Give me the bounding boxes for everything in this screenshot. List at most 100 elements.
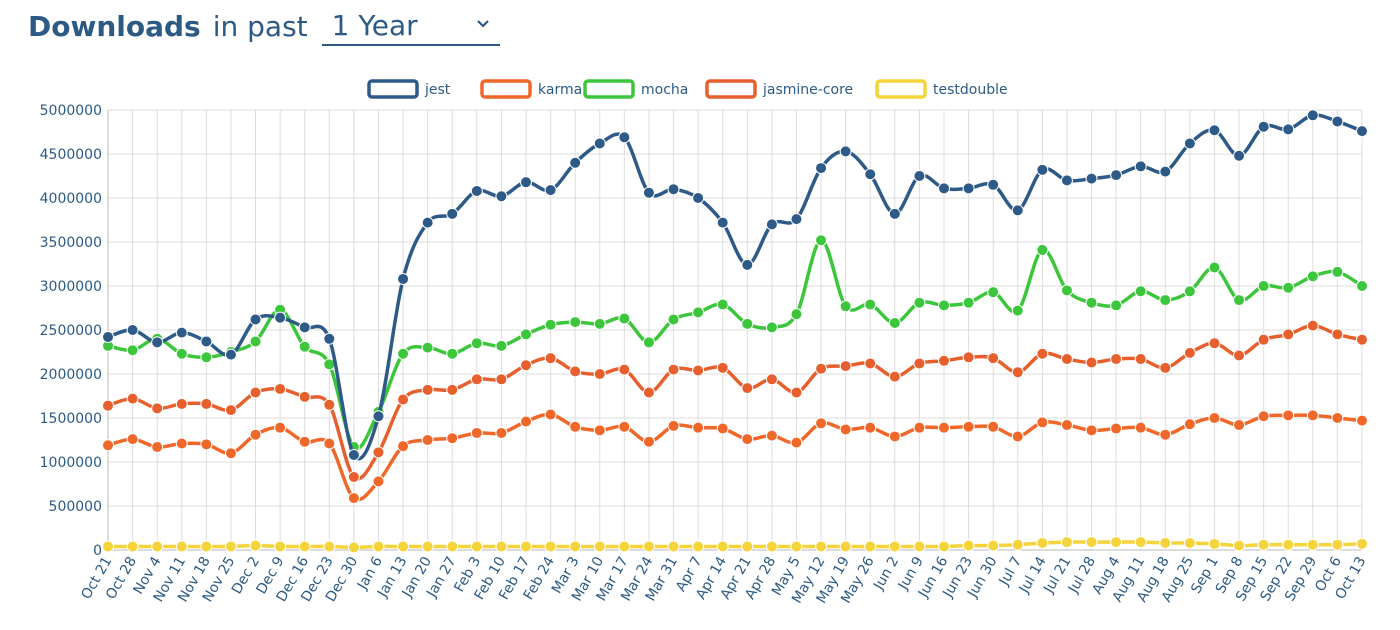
data-point-testdouble[interactable] (249, 539, 262, 552)
data-point-mocha[interactable] (667, 313, 680, 326)
data-point-jest[interactable] (470, 184, 483, 197)
data-point-testdouble[interactable] (520, 540, 532, 553)
data-point-karma[interactable] (126, 433, 139, 446)
data-point-testdouble[interactable] (372, 540, 385, 553)
data-point-jest[interactable] (421, 216, 434, 229)
data-point-testdouble[interactable] (102, 540, 114, 553)
data-point-jest[interactable] (151, 336, 164, 349)
data-point-karma[interactable] (520, 415, 532, 428)
data-point-jest[interactable] (667, 183, 680, 196)
data-point-mocha[interactable] (544, 318, 557, 331)
data-point-testdouble[interactable] (1208, 537, 1221, 550)
data-point-testdouble[interactable] (397, 540, 410, 553)
data-point-jasmine-core[interactable] (1356, 333, 1368, 346)
data-point-jest[interactable] (913, 170, 926, 182)
data-point-jasmine-core[interactable] (1011, 366, 1024, 379)
data-point-karma[interactable] (421, 434, 434, 446)
data-point-jest[interactable] (1183, 137, 1196, 150)
data-point-karma[interactable] (765, 429, 778, 442)
data-point-jasmine-core[interactable] (593, 368, 606, 380)
data-point-jest[interactable] (126, 324, 139, 336)
data-point-jest[interactable] (544, 184, 557, 197)
data-point-testdouble[interactable] (347, 541, 360, 554)
data-point-testdouble[interactable] (421, 540, 434, 553)
data-point-mocha[interactable] (569, 316, 582, 329)
data-point-mocha[interactable] (249, 335, 262, 348)
data-point-jasmine-core[interactable] (1257, 333, 1270, 346)
data-point-testdouble[interactable] (1036, 536, 1049, 549)
data-point-jest[interactable] (1331, 115, 1344, 128)
data-point-mocha[interactable] (200, 351, 213, 364)
data-point-jest[interactable] (446, 207, 459, 220)
data-point-karma[interactable] (446, 432, 459, 445)
data-point-mocha[interactable] (716, 298, 729, 311)
data-point-jasmine-core[interactable] (102, 399, 114, 412)
data-point-mocha[interactable] (888, 316, 901, 329)
data-point-jasmine-core[interactable] (1208, 337, 1221, 350)
data-point-mocha[interactable] (421, 341, 434, 354)
data-point-jest[interactable] (495, 190, 508, 203)
data-point-jest[interactable] (520, 176, 532, 189)
legend-item-jasmine-core[interactable]: jasmine-core (705, 79, 853, 99)
data-point-jasmine-core[interactable] (495, 373, 508, 386)
data-point-karma[interactable] (815, 417, 828, 430)
data-point-jasmine-core[interactable] (569, 365, 582, 378)
data-point-mocha[interactable] (1036, 243, 1049, 256)
data-point-karma[interactable] (1085, 424, 1098, 437)
data-point-testdouble[interactable] (839, 540, 852, 553)
data-point-karma[interactable] (274, 421, 287, 434)
data-point-jest[interactable] (224, 348, 237, 361)
data-point-mocha[interactable] (765, 321, 778, 334)
data-point-jasmine-core[interactable] (347, 470, 360, 483)
data-point-jasmine-core[interactable] (224, 404, 237, 417)
data-point-jest[interactable] (1306, 109, 1319, 122)
data-point-mocha[interactable] (938, 299, 950, 312)
data-point-karma[interactable] (347, 492, 360, 505)
data-point-jasmine-core[interactable] (1060, 353, 1073, 366)
data-point-mocha[interactable] (520, 328, 532, 341)
data-point-jest[interactable] (372, 410, 385, 423)
data-point-testdouble[interactable] (987, 539, 1000, 552)
data-point-karma[interactable] (987, 420, 1000, 433)
data-point-jest[interactable] (864, 168, 877, 181)
data-point-karma[interactable] (200, 438, 213, 451)
data-point-karma[interactable] (151, 441, 164, 454)
data-point-jest[interactable] (569, 156, 582, 169)
data-point-karma[interactable] (249, 428, 262, 441)
data-point-mocha[interactable] (126, 344, 139, 357)
data-point-karma[interactable] (962, 420, 975, 433)
data-point-jest[interactable] (397, 272, 410, 285)
data-point-testdouble[interactable] (1110, 536, 1123, 549)
data-point-testdouble[interactable] (1183, 536, 1196, 549)
data-point-karma[interactable] (1134, 421, 1147, 434)
data-point-jasmine-core[interactable] (151, 402, 164, 415)
data-point-karma[interactable] (569, 420, 582, 433)
data-point-karma[interactable] (1306, 409, 1319, 422)
data-point-jasmine-core[interactable] (470, 373, 483, 386)
data-point-jasmine-core[interactable] (397, 393, 410, 406)
data-point-karma[interactable] (667, 419, 680, 432)
data-point-mocha[interactable] (741, 317, 754, 330)
data-point-testdouble[interactable] (741, 540, 754, 553)
data-point-jasmine-core[interactable] (667, 363, 680, 376)
data-point-jasmine-core[interactable] (274, 382, 287, 395)
data-point-jest[interactable] (1110, 169, 1123, 182)
data-point-jest[interactable] (815, 162, 828, 175)
data-point-testdouble[interactable] (224, 540, 237, 553)
data-point-jest[interactable] (741, 258, 754, 271)
data-point-jest[interactable] (888, 207, 901, 220)
data-point-testdouble[interactable] (446, 540, 459, 553)
data-point-karma[interactable] (1356, 414, 1368, 427)
data-point-jasmine-core[interactable] (1134, 353, 1147, 366)
data-point-karma[interactable] (175, 437, 188, 450)
data-point-testdouble[interactable] (1257, 538, 1270, 551)
data-point-mocha[interactable] (839, 300, 852, 313)
data-point-jasmine-core[interactable] (790, 386, 803, 399)
data-point-jest[interactable] (323, 332, 336, 345)
data-point-testdouble[interactable] (200, 540, 213, 553)
data-point-jasmine-core[interactable] (815, 362, 828, 375)
data-point-mocha[interactable] (446, 347, 459, 360)
data-point-jasmine-core[interactable] (864, 357, 877, 370)
data-point-karma[interactable] (1110, 422, 1123, 435)
data-point-mocha[interactable] (815, 234, 828, 247)
